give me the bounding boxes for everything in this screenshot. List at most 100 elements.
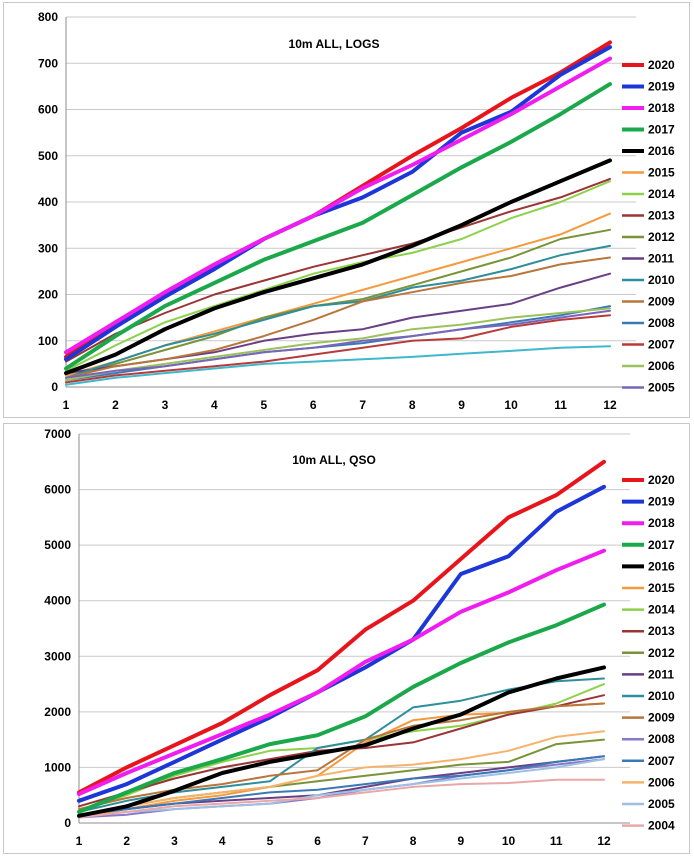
y-tick-label: 600 [38, 103, 58, 117]
x-tick-label: 6 [310, 398, 317, 412]
y-tick-label: 800 [38, 10, 58, 24]
legend-label: 2012 [648, 646, 675, 660]
series-line-2018 [64, 56, 612, 355]
x-tick-label: 11 [554, 398, 567, 412]
legend-label: 2011 [648, 667, 674, 681]
legend-label: 2011 [648, 252, 674, 266]
legend-label: 2013 [648, 209, 675, 223]
series-line-2016 [77, 665, 606, 818]
legend-label: 2005 [648, 381, 675, 395]
series-line-2004 [78, 778, 605, 819]
series-line-2006 [65, 307, 611, 382]
x-tick-label: 8 [409, 398, 416, 412]
series-line-2007 [78, 755, 605, 816]
series-line-2019 [64, 45, 612, 362]
y-tick-label: 4000 [44, 594, 71, 608]
x-tick-label: 12 [597, 834, 611, 848]
x-tick-label: 12 [603, 398, 617, 412]
legend-label: 2018 [648, 101, 675, 115]
x-tick-label: 9 [457, 834, 464, 848]
logs-chart-panel: 10m ALL, LOGS 0 100 200 300 400 500 600 700 800 1… [3, 2, 690, 418]
x-tick-label: 7 [362, 834, 369, 848]
logs-line-chart: 10m ALL, LOGS 0 100 200 300 400 500 600 700 800 1… [38, 10, 675, 412]
series-line-16 [65, 345, 611, 386]
legend-label: 2014 [648, 187, 675, 201]
legend-label: 2015 [648, 166, 675, 180]
x-tick-label: 5 [260, 398, 267, 412]
series-line-2017 [77, 602, 606, 814]
series-line-2010 [65, 244, 611, 379]
legend-label: 2010 [648, 689, 675, 703]
legend: 2020 2019 2018 2017 2016 2015 2014 2013 2012 2011… [622, 58, 675, 395]
x-tick-label: 7 [359, 398, 366, 412]
y-tick-label: 7000 [44, 427, 71, 441]
x-tick-label: 11 [550, 834, 563, 848]
legend-label: 2020 [648, 58, 675, 72]
series-line-2013 [65, 177, 611, 363]
y-tick-label: 3000 [44, 649, 71, 663]
legend-label: 2010 [648, 273, 675, 287]
legend-label: 2009 [648, 295, 675, 309]
legend-label: 2014 [648, 603, 675, 617]
y-tick-label: 0 [64, 816, 71, 830]
y-tick-label: 0 [51, 380, 58, 394]
legend-label: 2017 [648, 123, 675, 137]
series-line-2007 [65, 314, 611, 384]
series-line-2017 [64, 82, 612, 371]
y-tick-label: 1000 [44, 760, 71, 774]
series-line-2020 [77, 459, 606, 795]
legend-label: 2004 [648, 819, 675, 833]
legend-label: 2017 [648, 538, 675, 552]
x-tick-label: 2 [123, 834, 130, 848]
y-tick-label: 5000 [44, 538, 71, 552]
legend-label: 2015 [648, 581, 675, 595]
legend-label: 2008 [648, 732, 675, 746]
y-tick-label: 400 [38, 195, 58, 209]
legend-label: 2012 [648, 230, 675, 244]
y-tick-label: 2000 [44, 705, 71, 719]
legend-label: 2008 [648, 316, 675, 330]
chart-title: 10m ALL, LOGS [289, 37, 380, 51]
legend-label: 2005 [648, 797, 675, 811]
series-line-2005 [78, 758, 605, 819]
series-line-2009 [65, 256, 611, 379]
legend-label: 2019 [648, 495, 675, 509]
legend-label: 2018 [648, 516, 675, 530]
legend-label: 2016 [648, 559, 675, 573]
qso-chart-panel: 10m ALL, QSO 0 1000 2000 3000 4000 5000 6000 70… [3, 423, 690, 854]
series-line-2009 [78, 702, 605, 811]
x-tick-label: 4 [211, 398, 218, 412]
legend-label: 2016 [648, 144, 675, 158]
x-tick-label: 2 [112, 398, 119, 412]
series-line-2016 [64, 158, 612, 376]
series-line-2018 [77, 548, 606, 797]
x-tick-label: 8 [410, 834, 417, 848]
legend: 2020 2019 2018 2017 2016 2015 2014 2013 2012 2011… [622, 473, 675, 833]
series-line-2012 [65, 228, 611, 379]
x-tick-label: 4 [219, 834, 226, 848]
legend-label: 2006 [648, 359, 675, 373]
y-tick-label: 300 [38, 241, 58, 255]
y-tick-label: 200 [38, 288, 58, 302]
series-line-2006 [78, 730, 605, 816]
series-line-2014 [65, 180, 611, 372]
legend-label: 2009 [648, 711, 675, 725]
x-tick-label: 6 [314, 834, 321, 848]
x-tick-label: 10 [504, 398, 518, 412]
x-tick-label: 1 [76, 834, 83, 848]
legend-label: 2007 [648, 754, 675, 768]
x-tick-label: 5 [267, 834, 274, 848]
y-tick-label: 6000 [44, 483, 71, 497]
x-tick-label: 1 [63, 398, 70, 412]
legend-label: 2006 [648, 775, 675, 789]
qso-line-chart: 10m ALL, QSO 0 1000 2000 3000 4000 5000 6000 70… [44, 427, 675, 848]
legend-label: 2020 [648, 473, 675, 487]
legend-label: 2019 [648, 80, 675, 94]
y-tick-label: 500 [38, 149, 58, 163]
legend-label: 2007 [648, 338, 675, 352]
series-line-2019 [77, 484, 606, 803]
x-tick-label: 9 [458, 398, 465, 412]
series-line-2005 [65, 309, 611, 379]
chart-title: 10m ALL, QSO [292, 453, 376, 467]
